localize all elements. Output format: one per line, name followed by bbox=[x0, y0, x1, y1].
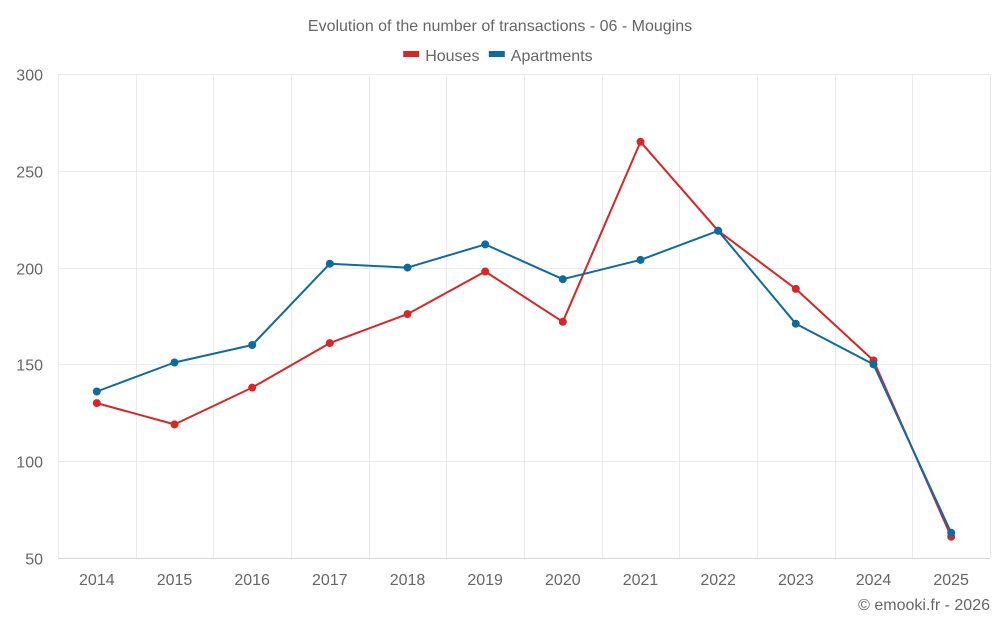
x-tick-label: 2025 bbox=[933, 572, 969, 589]
chart-title: Evolution of the number of transactions … bbox=[308, 18, 692, 35]
x-tick-label: 2021 bbox=[623, 572, 659, 589]
horizontal-gridlines bbox=[58, 74, 990, 462]
legend-label: Houses bbox=[425, 48, 479, 65]
x-tick-label: 2014 bbox=[79, 572, 115, 589]
credit-text: © emooki.fr - 2026 bbox=[858, 597, 990, 614]
y-tick-label: 100 bbox=[16, 455, 43, 472]
x-tick-label: 2017 bbox=[312, 572, 348, 589]
series-line bbox=[96, 140, 953, 538]
data-point[interactable] bbox=[92, 399, 101, 408]
data-point[interactable] bbox=[791, 319, 800, 328]
data-point[interactable] bbox=[947, 528, 956, 537]
data-point[interactable] bbox=[170, 358, 179, 367]
x-tick-label: 2022 bbox=[700, 572, 736, 589]
legend-item-houses[interactable]: Houses bbox=[403, 48, 479, 65]
data-point[interactable] bbox=[248, 341, 257, 349]
series-line bbox=[96, 229, 953, 534]
data-point[interactable] bbox=[481, 240, 490, 249]
data-point[interactable] bbox=[325, 339, 334, 348]
x-tick-label: 2024 bbox=[856, 572, 892, 589]
y-tick-label: 50 bbox=[25, 552, 43, 569]
data-point[interactable] bbox=[92, 387, 101, 396]
data-point[interactable] bbox=[869, 360, 878, 369]
x-tick-label: 2018 bbox=[390, 572, 426, 589]
y-tick-label: 300 bbox=[16, 68, 43, 85]
data-point[interactable] bbox=[403, 263, 412, 272]
legend-label: Apartments bbox=[511, 48, 593, 65]
data-point[interactable] bbox=[558, 317, 567, 326]
x-tick-label: 2019 bbox=[467, 572, 503, 589]
data-point[interactable] bbox=[248, 383, 257, 392]
x-tick-label: 2023 bbox=[778, 572, 814, 589]
legend-swatch bbox=[488, 51, 505, 57]
data-point[interactable] bbox=[791, 284, 800, 293]
vertical-gridlines bbox=[58, 74, 991, 558]
data-point[interactable] bbox=[170, 420, 179, 429]
data-point[interactable] bbox=[558, 275, 567, 284]
legend-swatch bbox=[403, 51, 420, 57]
data-point[interactable] bbox=[714, 226, 723, 235]
x-tick-label: 2015 bbox=[157, 572, 193, 589]
data-point[interactable] bbox=[481, 267, 490, 276]
data-point[interactable] bbox=[636, 137, 645, 146]
x-tick-label: 2016 bbox=[234, 572, 270, 589]
series-apartments bbox=[92, 226, 956, 537]
data-point[interactable] bbox=[403, 310, 412, 319]
legend-item-apartments[interactable]: Apartments bbox=[488, 48, 593, 65]
y-tick-label: 200 bbox=[16, 262, 43, 279]
data-point[interactable] bbox=[325, 259, 334, 268]
y-axis-ticks: 50 100 150 200 250 300 bbox=[16, 68, 43, 569]
legend: Houses Apartments bbox=[403, 48, 593, 65]
data-point[interactable] bbox=[636, 255, 645, 264]
x-tick-label: 2020 bbox=[545, 572, 581, 589]
series-group bbox=[92, 137, 956, 541]
y-tick-label: 250 bbox=[16, 165, 43, 182]
x-axis-ticks: 2014 2015 2016 2017 2018 2019 2020 2021 2022 2023… bbox=[79, 572, 969, 589]
y-tick-label: 150 bbox=[16, 358, 43, 375]
